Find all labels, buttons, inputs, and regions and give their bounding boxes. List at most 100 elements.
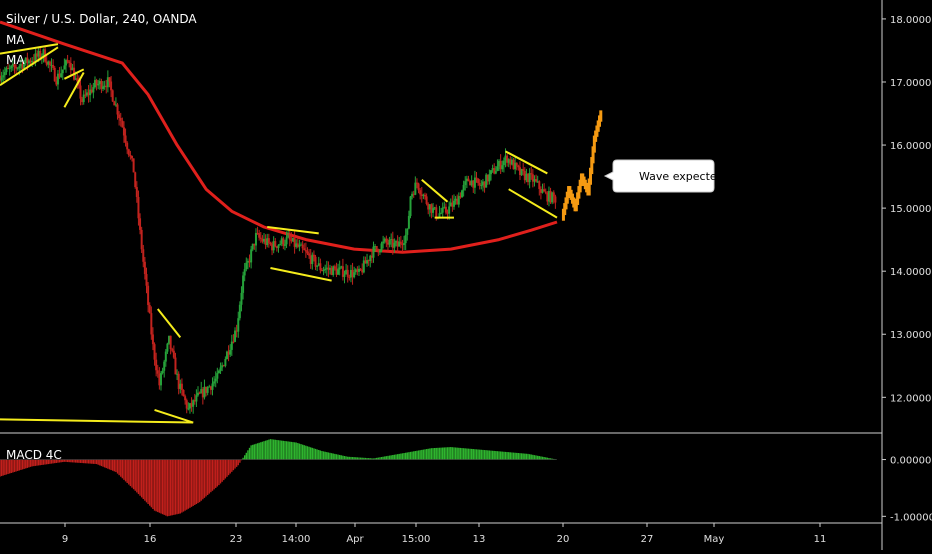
candle [19,63,22,67]
candle [317,263,320,266]
candle [34,53,37,62]
candle [509,159,512,165]
candle [382,241,385,244]
x-tick-label: 20 [557,534,570,545]
candle [457,196,460,205]
macd-y-tick-label: -1.00000 [890,512,932,523]
candle [420,194,423,196]
projection-candle [590,157,594,175]
candle [37,50,40,57]
candle [470,180,473,186]
candle [414,182,417,195]
candle [316,265,319,267]
candle [198,392,201,394]
candle [60,73,63,78]
candle [58,73,61,78]
indicator-ma-1[interactable]: MA [6,33,25,47]
candle [139,218,142,230]
candle [412,193,415,195]
candle [142,249,145,262]
candle [546,192,549,202]
candle [274,241,277,247]
candle [322,270,325,272]
candle [312,254,315,257]
candle [89,89,92,96]
candle [469,181,472,186]
candle [407,215,410,229]
trendline [270,267,332,282]
gridlines [0,0,883,550]
indicator-macd-label[interactable]: MACD 4C [6,448,62,462]
candle [480,184,483,186]
candle [332,266,335,275]
candle [0,75,1,81]
candle [341,266,344,277]
candle [428,204,431,210]
candle [364,260,367,264]
candle [168,335,171,344]
candle [216,373,219,379]
candle [76,78,79,82]
candle [489,170,492,175]
candle [385,238,388,243]
x-tick-label: 11 [814,534,827,545]
callout: Wave expected [603,159,724,193]
candle [171,349,174,351]
candle [15,66,18,69]
candle [288,235,291,240]
candle [153,344,156,360]
candle [169,335,172,350]
candle [200,389,203,394]
candle [391,239,394,248]
candle [105,85,108,88]
candle [398,241,401,247]
candle [348,276,351,278]
candle [528,173,531,183]
candle [544,191,547,193]
candle [377,249,380,253]
candle [148,304,151,314]
projection-candle [599,110,603,122]
candle [32,61,35,63]
candle [283,244,286,246]
candle [158,373,161,386]
x-tick-label: 16 [144,534,157,545]
candle [180,383,183,390]
candle [13,63,16,67]
y-tick-label: 13.00000 [890,330,932,341]
trendline [63,68,85,80]
candle [311,254,314,264]
candle [203,386,206,398]
candle [308,253,311,256]
x-tick-label: 23 [230,534,243,545]
candle [390,239,393,241]
candle [174,357,177,375]
candle [367,260,370,262]
candle [131,156,134,159]
candle [2,75,5,78]
x-tick-label: 14:00 [282,534,311,545]
candle [103,85,106,87]
candle [206,387,209,393]
candle [234,330,237,342]
candle [369,255,372,262]
candle [5,68,8,73]
candle [56,73,59,85]
candle [18,66,21,69]
candle [541,189,544,193]
candle [224,359,227,366]
x-tick-label: Apr [346,534,364,545]
candle [114,104,117,106]
candle [337,269,340,275]
candle [0,77,3,81]
candle [258,233,261,238]
candle [267,238,270,243]
candle [132,158,135,173]
candle [243,269,246,276]
indicator-ma-2[interactable]: MA [6,53,25,67]
candle [111,90,114,102]
candle [151,334,154,345]
candle [85,92,88,96]
candle [349,269,352,278]
